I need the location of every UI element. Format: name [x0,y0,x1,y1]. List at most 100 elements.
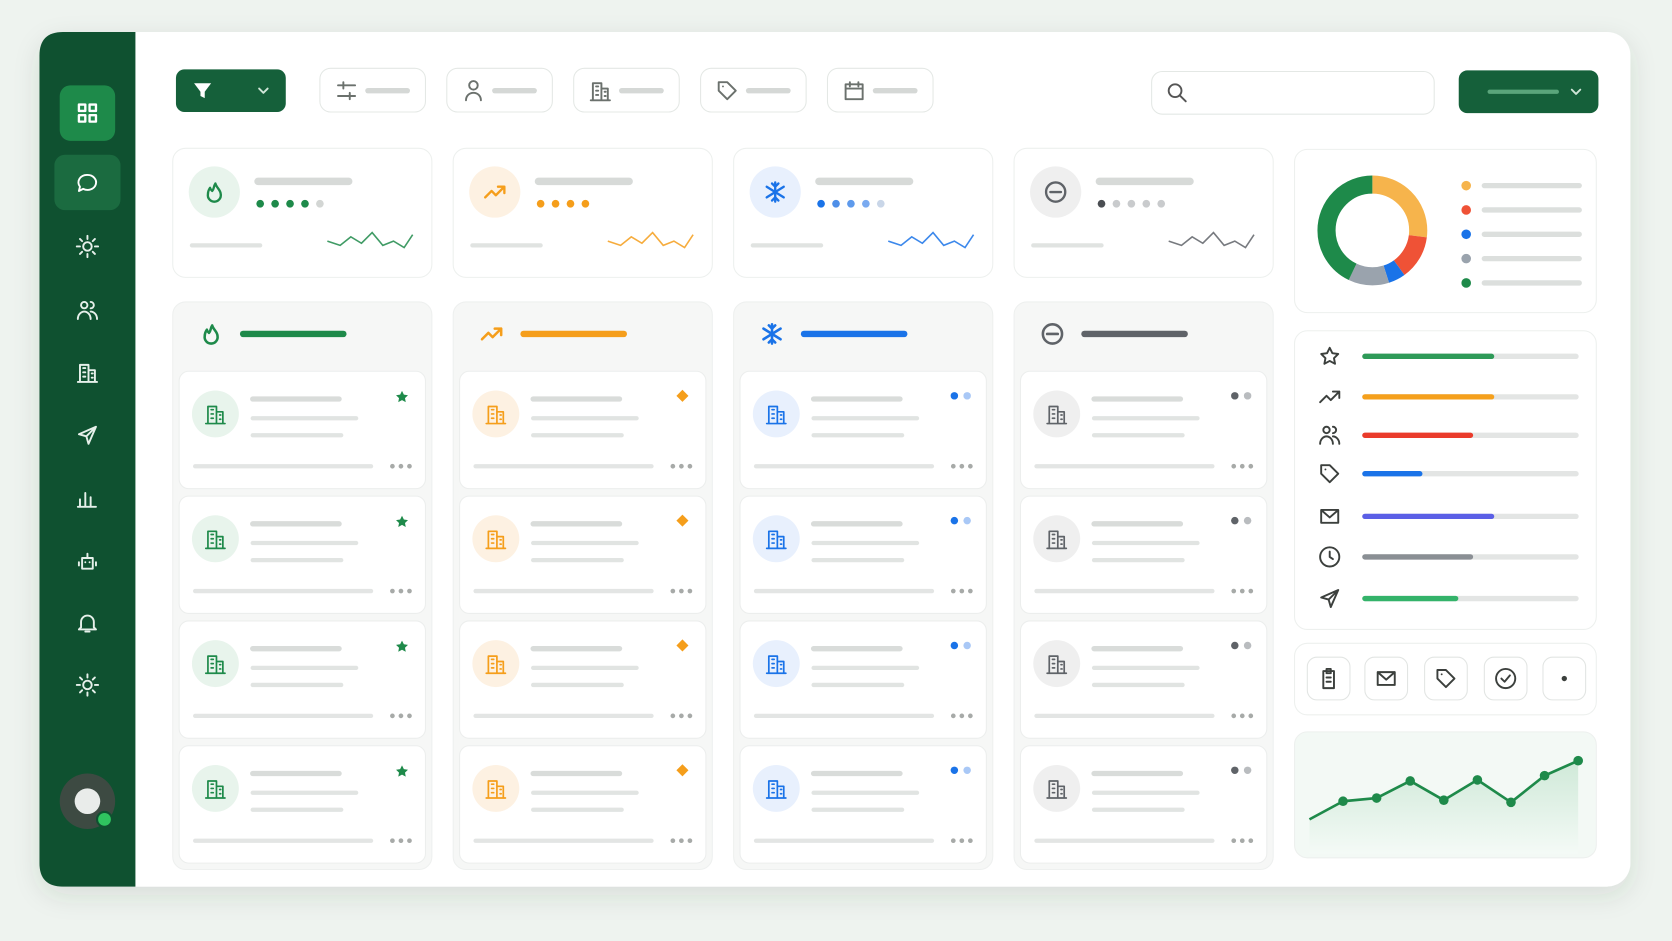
more-dot[interactable] [1239,463,1245,469]
more-dot[interactable] [398,588,404,594]
avatar-inner [74,788,101,815]
status-dot [581,199,590,208]
more-dot[interactable] [390,588,395,594]
company-icon [765,655,787,675]
nav-item[interactable] [60,347,115,398]
more-dot[interactable] [1231,588,1237,594]
metrics-card [1293,330,1597,631]
lead-card[interactable] [459,620,707,739]
lead-card[interactable] [739,370,987,490]
nav-icon [76,363,98,383]
more-dot[interactable] [950,463,956,469]
more-dot[interactable] [670,838,676,844]
more-dot[interactable] [687,713,693,719]
more-dot[interactable] [968,838,973,844]
more-dot[interactable] [1248,463,1254,469]
more-dot[interactable] [959,838,965,844]
lead-card[interactable] [459,745,707,864]
lead-card[interactable] [739,620,987,739]
more-dot[interactable] [1231,463,1237,469]
more-dot[interactable] [687,463,693,469]
more-dot[interactable] [398,838,404,844]
more-dot[interactable] [959,463,965,469]
more-dot[interactable] [950,713,956,719]
lead-card[interactable] [739,495,987,614]
more-dot[interactable] [1239,713,1245,719]
priority-diamond [676,389,689,402]
legend-dot [1461,278,1471,288]
more-dot[interactable] [407,463,412,469]
more-dot[interactable] [1248,838,1254,844]
company-avatar [1033,640,1081,688]
more-dot[interactable] [679,463,684,469]
more-dot[interactable] [407,713,412,719]
search-box[interactable] [1151,70,1435,115]
more-dot[interactable] [679,588,684,594]
lead-card[interactable] [739,745,987,864]
company-avatar [472,640,520,688]
lead-card[interactable] [459,495,707,614]
nav-item[interactable] [60,221,115,272]
more-dot[interactable] [670,588,676,594]
more-dot[interactable] [390,463,395,469]
lead-card[interactable] [1019,745,1268,864]
company-avatar [752,764,800,812]
nav-item[interactable] [60,536,115,587]
more-dot[interactable] [679,713,684,719]
more-dot[interactable] [1231,838,1237,844]
more-dot[interactable] [1231,713,1237,719]
more-dot[interactable] [670,713,676,719]
online-status [95,810,114,828]
more-dot[interactable] [687,588,693,594]
lead-card[interactable] [1019,495,1268,614]
more-dot[interactable] [950,588,956,594]
more-dot[interactable] [959,588,965,594]
metric-icon [1320,589,1340,609]
company-icon [204,780,226,799]
nav-icon [77,103,98,123]
lead-card[interactable] [1019,370,1268,490]
more-dot[interactable] [1248,713,1254,719]
trend-area [1309,760,1579,854]
priority-star [396,765,408,777]
more-dot[interactable] [1239,588,1245,594]
nav-item[interactable] [60,285,115,336]
lead-card[interactable] [1019,620,1268,739]
more-dot[interactable] [398,713,404,719]
priority-dot [950,766,959,775]
lead-card[interactable] [178,370,426,490]
more-dot[interactable] [950,838,956,844]
more-dot[interactable] [959,713,965,719]
lead-card[interactable] [459,370,707,490]
sparkline [887,231,975,249]
action-button[interactable] [1306,656,1351,701]
more-dot[interactable] [407,588,412,594]
more-dot[interactable] [968,463,973,469]
more-dot[interactable] [1248,588,1254,594]
more-dot[interactable] [679,838,684,844]
stat-icon [1044,181,1067,203]
nav-item-active[interactable] [59,85,116,141]
more-dot[interactable] [687,838,693,844]
more-dot[interactable] [1239,838,1245,844]
lead-card[interactable] [178,620,426,739]
more-dot[interactable] [670,463,676,469]
more-dot[interactable] [390,713,395,719]
nav-item[interactable] [54,154,121,211]
more-dot[interactable] [390,838,395,844]
status-dot [847,199,855,208]
filter-button[interactable] [175,69,286,113]
more-dot[interactable] [407,838,412,844]
lead-card[interactable] [178,745,426,864]
nav-item[interactable] [60,597,115,648]
nav-item[interactable] [60,659,115,710]
pill-icon [717,81,737,101]
action-button[interactable] [1424,656,1468,701]
more-dot[interactable] [398,463,404,469]
status-dot [1097,199,1106,208]
more-dot[interactable] [968,713,973,719]
more-dot[interactable] [968,588,973,594]
nav-item[interactable] [60,473,115,524]
lead-card[interactable] [178,495,426,614]
action-button[interactable] [1483,656,1528,701]
